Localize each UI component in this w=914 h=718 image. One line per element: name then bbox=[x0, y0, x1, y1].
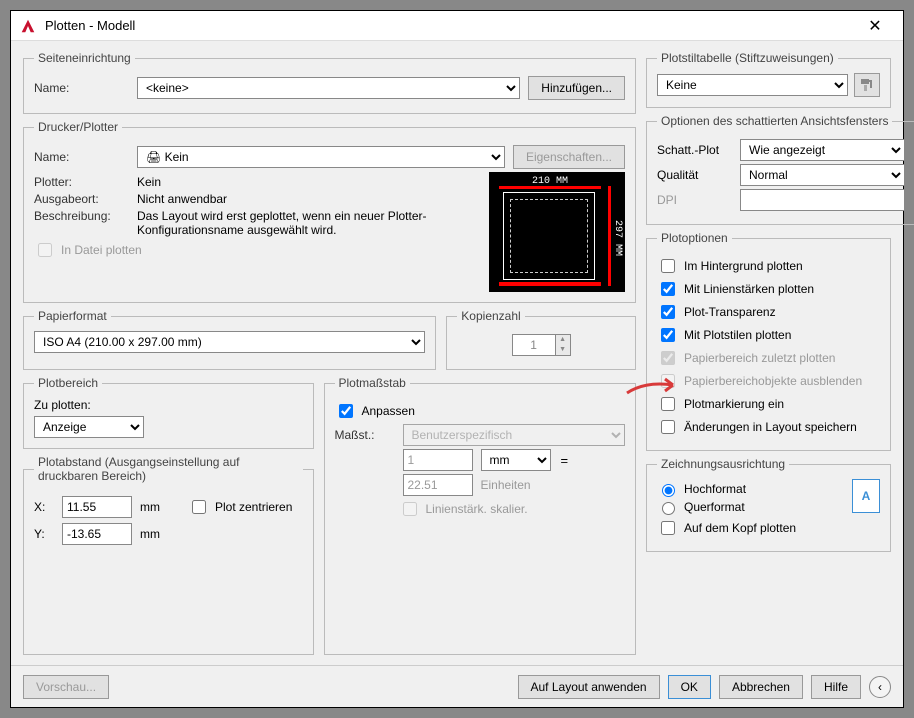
offset-x-unit: mm bbox=[140, 500, 160, 514]
app-icon bbox=[19, 17, 37, 35]
shaded-viewport-group: Optionen des schattierten Ansichtsfenste… bbox=[646, 114, 914, 225]
scale-den-unit: Einheiten bbox=[481, 478, 531, 492]
what-to-plot-label: Zu plotten: bbox=[34, 398, 303, 412]
copies-down[interactable]: ▼ bbox=[556, 345, 570, 355]
copies-spinner[interactable]: ▲▼ bbox=[512, 334, 571, 356]
cancel-button[interactable]: Abbrechen bbox=[719, 675, 803, 699]
offset-x-input[interactable] bbox=[62, 496, 132, 518]
offset-y-unit: mm bbox=[140, 527, 160, 541]
quality-select[interactable]: Normal bbox=[740, 164, 905, 186]
offset-y-input[interactable] bbox=[62, 523, 132, 545]
scale-label: Maßst.: bbox=[335, 428, 395, 442]
scale-unit-select[interactable]: mm bbox=[481, 449, 551, 471]
opt-stamp-check[interactable]: Plotmarkierung ein bbox=[657, 394, 880, 414]
opt-background-check[interactable]: Im Hintergrund plotten bbox=[657, 256, 880, 276]
printer-name-label: Name: bbox=[34, 150, 129, 164]
plot-to-file-check: In Datei plotten bbox=[34, 240, 479, 260]
paper-legend: Papierformat bbox=[34, 309, 111, 323]
orientation-legend: Zeichnungsausrichtung bbox=[657, 457, 789, 471]
help-button[interactable]: Hilfe bbox=[811, 675, 861, 699]
paper-format-group: Papierformat ISO A4 (210.00 x 297.00 mm) bbox=[23, 309, 436, 370]
shade-plot-select[interactable]: Wie angezeigt bbox=[740, 139, 905, 161]
apply-layout-button[interactable]: Auf Layout anwenden bbox=[518, 675, 660, 699]
style-table-edit-button[interactable] bbox=[854, 73, 880, 97]
scale-legend: Plotmaßstab bbox=[335, 376, 410, 390]
printer-props-button: Eigenschaften... bbox=[513, 145, 625, 169]
close-icon[interactable]: ✕ bbox=[855, 16, 895, 36]
desc-label: Beschreibung: bbox=[34, 209, 129, 223]
upside-down-check[interactable]: Auf dem Kopf plotten bbox=[657, 518, 852, 538]
style-table-group: Plotstiltabelle (Stiftzuweisungen) Keine bbox=[646, 51, 891, 108]
scale-den-input bbox=[403, 474, 473, 496]
plot-dialog: Plotten - Modell ✕ Seiteneinrichtung Nam… bbox=[10, 10, 904, 708]
opt-hidepaper-check: Papierbereichobjekte ausblenden bbox=[657, 371, 880, 391]
plot-options-group: Plotoptionen Im Hintergrund plotten Mit … bbox=[646, 231, 891, 451]
dpi-input bbox=[740, 189, 905, 211]
opt-lineweights-check[interactable]: Mit Linienstärken plotten bbox=[657, 279, 880, 299]
style-table-select[interactable]: Keine bbox=[657, 74, 848, 96]
opt-transparency-check[interactable]: Plot-Transparenz bbox=[657, 302, 880, 322]
location-value: Nicht anwendbar bbox=[137, 192, 227, 206]
style-table-legend: Plotstiltabelle (Stiftzuweisungen) bbox=[657, 51, 838, 65]
what-to-plot-select[interactable]: Anzeige bbox=[34, 416, 144, 438]
copies-input bbox=[512, 334, 556, 356]
copies-legend: Kopienzahl bbox=[457, 309, 524, 323]
quality-label: Qualität bbox=[657, 168, 732, 182]
location-label: Ausgabeort: bbox=[34, 192, 129, 206]
portrait-radio[interactable]: Hochformat bbox=[657, 481, 852, 497]
scale-select: Benutzerspezifisch bbox=[403, 424, 626, 446]
expand-button[interactable]: ‹ bbox=[869, 676, 891, 698]
offset-y-label: Y: bbox=[34, 527, 54, 541]
page-setup-add-button[interactable]: Hinzufügen... bbox=[528, 76, 625, 100]
orientation-icon: A bbox=[852, 479, 880, 513]
copies-group: Kopienzahl ▲▼ bbox=[446, 309, 636, 370]
chevron-left-icon: ‹ bbox=[878, 680, 882, 694]
scale-num-input bbox=[403, 449, 473, 471]
offset-x-label: X: bbox=[34, 500, 54, 514]
center-plot-check[interactable]: Plot zentrieren bbox=[188, 497, 292, 517]
area-legend: Plotbereich bbox=[34, 376, 102, 390]
fit-to-paper-check[interactable]: Anpassen bbox=[335, 401, 626, 421]
preview-button: Vorschau... bbox=[23, 675, 109, 699]
titlebar: Plotten - Modell ✕ bbox=[11, 11, 903, 41]
plotter-value: Kein bbox=[137, 175, 161, 189]
page-setup-name-label: Name: bbox=[34, 81, 129, 95]
plot-offset-group: Plotabstand (Ausgangseinstellung auf dru… bbox=[23, 455, 314, 655]
printer-name-select[interactable]: 🖨 Kein bbox=[137, 146, 505, 168]
desc-value: Das Layout wird erst geplottet, wenn ein… bbox=[137, 209, 479, 237]
offset-legend: Plotabstand (Ausgangseinstellung auf dru… bbox=[34, 455, 303, 483]
copies-up[interactable]: ▲ bbox=[556, 335, 570, 345]
equals-sign: = bbox=[559, 453, 571, 468]
printer-legend: Drucker/Plotter bbox=[34, 120, 122, 134]
page-setup-legend: Seiteneinrichtung bbox=[34, 51, 135, 65]
preview-height-label: 297 MM bbox=[612, 220, 623, 256]
plot-scale-group: Plotmaßstab Anpassen Maßst.: Benutzerspe… bbox=[324, 376, 637, 655]
opt-paperlast-check: Papierbereich zuletzt plotten bbox=[657, 348, 880, 368]
landscape-radio[interactable]: Querformat bbox=[657, 499, 852, 515]
window-title: Plotten - Modell bbox=[45, 18, 855, 33]
paper-size-select[interactable]: ISO A4 (210.00 x 297.00 mm) bbox=[34, 331, 425, 353]
orientation-group: Zeichnungsausrichtung Hochformat Querfor… bbox=[646, 457, 891, 552]
opt-plotstyles-check[interactable]: Mit Plotstilen plotten bbox=[657, 325, 880, 345]
plot-area-group: Plotbereich Zu plotten: Anzeige bbox=[23, 376, 314, 449]
paper-preview: 210 MM 297 MM bbox=[489, 172, 625, 292]
plot-options-legend: Plotoptionen bbox=[657, 231, 732, 245]
plotter-label: Plotter: bbox=[34, 175, 129, 189]
scale-lineweights-check: Linienstärk. skalier. bbox=[399, 499, 626, 519]
shade-plot-label: Schatt.-Plot bbox=[657, 143, 732, 157]
dialog-footer: Vorschau... Auf Layout anwenden OK Abbre… bbox=[11, 665, 903, 707]
page-setup-group: Seiteneinrichtung Name: <keine> Hinzufüg… bbox=[23, 51, 636, 114]
paint-icon bbox=[859, 77, 875, 93]
dpi-label: DPI bbox=[657, 193, 732, 207]
shaded-legend: Optionen des schattierten Ansichtsfenste… bbox=[657, 114, 892, 128]
opt-savechanges-check[interactable]: Änderungen in Layout speichern bbox=[657, 417, 880, 437]
printer-group: Drucker/Plotter Name: 🖨 Kein Eigenschaft… bbox=[23, 120, 636, 303]
page-setup-name-select[interactable]: <keine> bbox=[137, 77, 520, 99]
ok-button[interactable]: OK bbox=[668, 675, 711, 699]
